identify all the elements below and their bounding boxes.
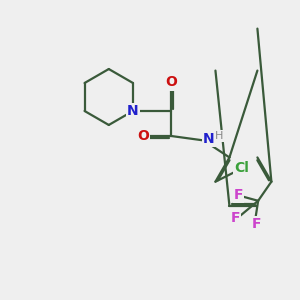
Text: F: F (234, 188, 243, 202)
Text: F: F (252, 217, 261, 231)
Text: F: F (230, 212, 240, 226)
Text: Cl: Cl (234, 161, 249, 176)
Text: N: N (203, 132, 215, 146)
Text: H: H (215, 131, 223, 141)
Text: N: N (127, 104, 139, 118)
Text: O: O (137, 129, 149, 143)
Text: O: O (165, 75, 177, 89)
